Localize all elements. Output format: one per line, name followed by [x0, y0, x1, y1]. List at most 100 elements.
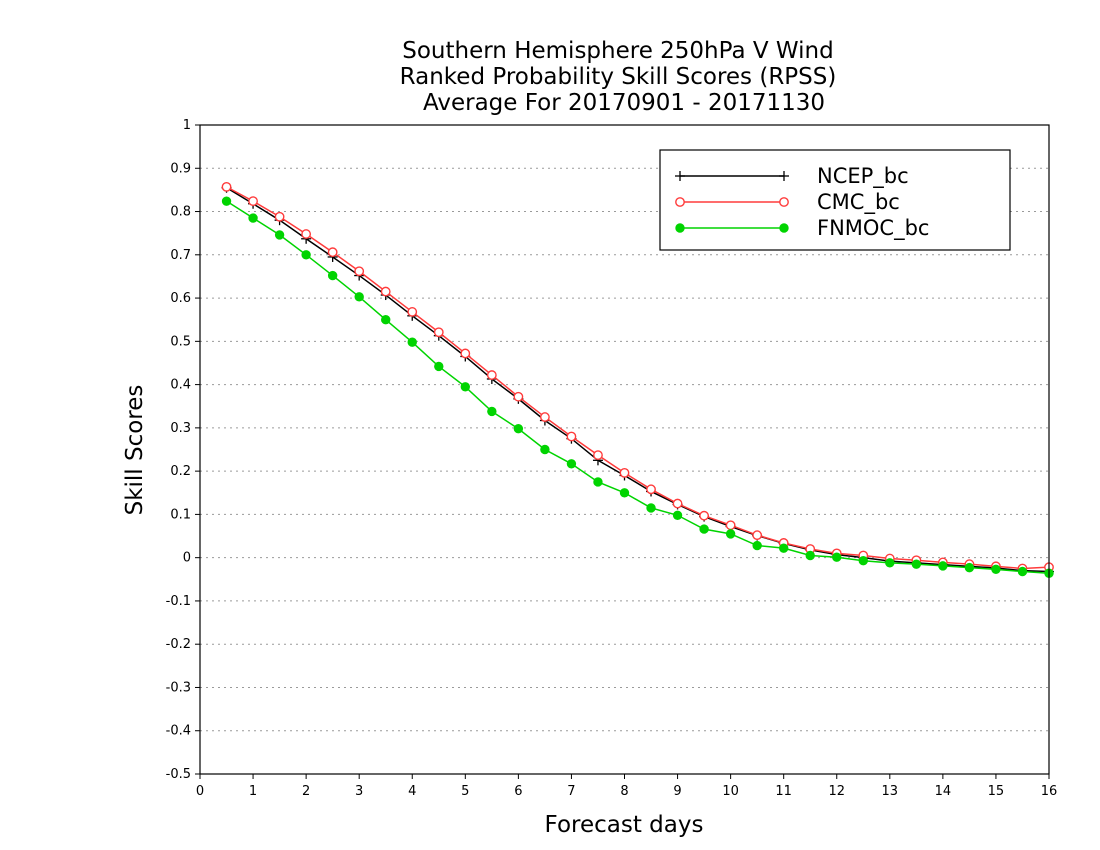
legend-box	[659, 149, 1011, 251]
y-tick-label: -0.3	[166, 680, 191, 695]
data-point	[540, 444, 550, 455]
data-point	[805, 550, 815, 561]
y-tick-label: 0.1	[170, 507, 191, 522]
axis-ticks: 1 0.9 0.8 0.7 0.6 0.5 0.4 0.3 0.2 0.1 0 -0.1 -0.2 -0.…	[166, 118, 1058, 799]
data-point	[619, 467, 630, 478]
x-tick-label: 11	[775, 784, 792, 799]
data-point	[460, 348, 471, 359]
x-axis-label: Forecast days	[545, 812, 704, 838]
data-point	[354, 292, 364, 302]
x-tick-label: 13	[882, 784, 899, 799]
x-tick-label: 6	[514, 784, 522, 799]
data-point	[274, 230, 285, 240]
title-line-3: Average For 20170901 - 20171130	[423, 90, 825, 116]
data-point	[221, 181, 232, 192]
x-tick-label: 9	[673, 784, 681, 799]
y-tick-label: -0.4	[166, 724, 191, 739]
y-tick-label: -0.5	[166, 767, 191, 782]
y-tick-label: 1	[183, 118, 191, 133]
data-point	[646, 503, 656, 513]
data-point	[593, 450, 603, 461]
y-tick-label: 0.6	[170, 291, 191, 306]
legend-label: NCEP_bc	[817, 164, 909, 189]
data-point	[566, 459, 577, 469]
data-point	[274, 211, 285, 222]
data-point	[381, 315, 391, 325]
data-point	[991, 564, 1001, 575]
data-point	[434, 361, 444, 372]
data-point	[301, 250, 311, 260]
y-tick-label: 0	[183, 551, 191, 566]
data-point	[725, 520, 736, 531]
plot-frame	[199, 124, 1050, 775]
legend-label: CMC_bc	[817, 190, 900, 215]
x-tick-label: 16	[1041, 784, 1058, 799]
data-point	[964, 562, 975, 573]
data-point	[486, 370, 497, 380]
data-point	[301, 229, 312, 239]
legend-marker	[675, 223, 685, 233]
x-tick-label: 8	[620, 784, 628, 799]
y-tick-label: 0.9	[170, 161, 191, 176]
data-point	[433, 327, 444, 338]
data-point	[248, 196, 258, 207]
data-point	[699, 524, 709, 534]
series-lines	[221, 181, 1054, 578]
data-point	[752, 540, 762, 551]
legend-marker	[779, 171, 789, 181]
data-point	[752, 530, 763, 541]
series-line	[226, 200, 1050, 574]
x-tick-label: 10	[722, 784, 739, 799]
legend-label: FNMOC_bc	[817, 216, 929, 241]
data-point	[407, 337, 417, 347]
data-point	[354, 266, 365, 277]
x-tick-label: 7	[567, 784, 575, 799]
data-point	[1017, 566, 1028, 577]
data-point	[407, 307, 418, 317]
y-tick-label: 0.2	[170, 464, 191, 479]
data-point	[593, 477, 603, 487]
data-point	[699, 510, 709, 521]
data-point	[513, 424, 524, 434]
data-point	[566, 431, 577, 442]
data-point	[248, 213, 258, 223]
data-point	[619, 488, 630, 498]
x-tick-label: 4	[408, 784, 416, 799]
y-tick-label: 0.4	[170, 378, 191, 393]
y-tick-label: 0.7	[170, 248, 191, 263]
x-tick-label: 2	[302, 784, 310, 799]
legend-marker	[779, 223, 789, 233]
data-point	[221, 196, 232, 206]
data-point	[725, 529, 736, 539]
chart-title: Southern Hemisphere 250hPa V Wind Ranked…	[400, 38, 837, 116]
x-tick-label: 5	[461, 784, 469, 799]
data-point	[540, 412, 550, 422]
data-point	[646, 484, 656, 495]
data-point	[858, 555, 868, 566]
x-tick-label: 1	[249, 784, 257, 799]
data-point	[672, 498, 683, 509]
legend-marker	[779, 197, 789, 207]
data-point	[778, 543, 789, 553]
data-point	[885, 558, 895, 568]
data-point	[672, 510, 683, 520]
x-tick-label: 15	[988, 784, 1005, 799]
x-tick-label: 14	[935, 784, 952, 799]
series-FNMOC_bc	[221, 196, 1054, 578]
data-point	[327, 270, 338, 281]
data-point	[327, 247, 338, 258]
data-point	[911, 559, 922, 569]
y-tick-label: -0.2	[166, 637, 191, 652]
data-point	[938, 561, 948, 571]
legend-marker	[675, 171, 685, 181]
y-tick-label: 0.5	[170, 334, 191, 349]
data-point	[513, 391, 524, 402]
y-tick-label: 0.8	[170, 205, 191, 220]
y-axis-label: Skill Scores	[122, 385, 148, 516]
title-line-1: Southern Hemisphere 250hPa V Wind	[402, 38, 833, 64]
legend-marker	[675, 197, 685, 207]
y-tick-label: 0.3	[170, 421, 191, 436]
data-point	[380, 286, 391, 297]
